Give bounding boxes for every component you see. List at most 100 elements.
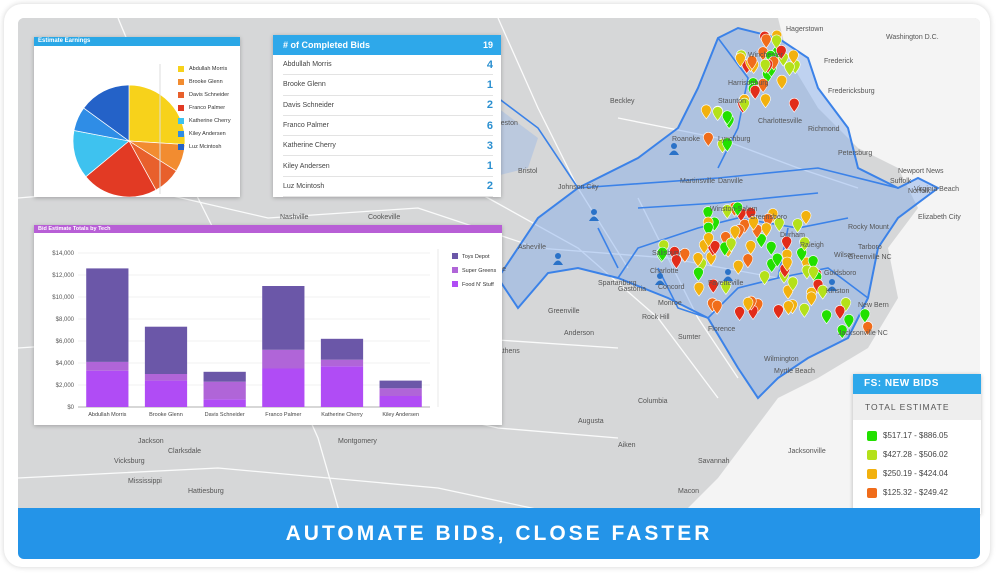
map-pin-icon[interactable] xyxy=(772,252,783,268)
map-pin-icon[interactable] xyxy=(787,276,799,292)
map-pin-icon[interactable] xyxy=(781,256,793,272)
technician-icon[interactable] xyxy=(655,273,665,285)
completed-bids-row[interactable]: Brooke Glenn 1 xyxy=(283,75,493,96)
map-pin-icon[interactable] xyxy=(761,222,772,238)
map-pin-icon[interactable] xyxy=(792,218,803,234)
map-pin-icon[interactable] xyxy=(739,97,750,113)
map-pin-icon[interactable] xyxy=(859,308,871,324)
map-pin-icon[interactable] xyxy=(783,300,794,316)
y-tick-label: $8,000 xyxy=(56,317,75,323)
map-pin-icon[interactable] xyxy=(703,132,714,147)
map-pin-icon[interactable] xyxy=(703,232,714,248)
map-pin-icon[interactable] xyxy=(788,97,800,113)
map-pin-icon[interactable] xyxy=(862,321,873,336)
completed-bids-row[interactable]: Luz Mcintosh 2 xyxy=(283,177,493,198)
fs-range-item[interactable]: $427.28 - $506.02 xyxy=(853,445,981,464)
bar-segment xyxy=(379,396,422,407)
map-pin-icon[interactable] xyxy=(709,240,721,256)
map-pin-icon[interactable] xyxy=(765,241,777,256)
map-pin-icon[interactable] xyxy=(679,248,691,263)
map-pin-icon[interactable] xyxy=(729,225,741,241)
bid-count: 1 xyxy=(486,160,493,173)
city-label: Salisbury xyxy=(652,250,681,257)
map-pin-icon[interactable] xyxy=(735,52,746,68)
city-label: Roanoke xyxy=(672,136,701,143)
map-pin-icon[interactable] xyxy=(721,137,733,153)
map-pin-icon[interactable] xyxy=(781,235,792,251)
bar-segment xyxy=(203,371,246,382)
svg-text:Food N' Stuff: Food N' Stuff xyxy=(462,282,494,288)
map-pin-icon[interactable] xyxy=(807,255,819,271)
map-pin-icon[interactable] xyxy=(843,314,855,329)
technician-icon[interactable] xyxy=(589,209,599,221)
map-pin-icon[interactable] xyxy=(725,237,737,253)
map-pin-icon[interactable] xyxy=(776,74,788,90)
map-pin-icon[interactable] xyxy=(749,85,761,100)
technician-icon[interactable] xyxy=(723,269,733,281)
map-pin-icon[interactable] xyxy=(742,253,754,269)
map-pin-icon[interactable] xyxy=(796,247,807,263)
legend-swatch xyxy=(178,79,184,85)
map-pin-icon[interactable] xyxy=(700,104,712,120)
map-pin-icon[interactable] xyxy=(773,217,785,233)
map-pin-icon[interactable] xyxy=(759,270,770,286)
map-pin-icon[interactable] xyxy=(692,252,704,268)
fs-range-item[interactable]: $125.32 - $249.42 xyxy=(853,483,981,502)
map-pin-icon[interactable] xyxy=(788,49,799,65)
map-pin-icon[interactable] xyxy=(800,210,812,226)
city-label: Winston-Salem xyxy=(710,206,758,213)
map-pin-icon[interactable] xyxy=(721,204,733,220)
map-pin-icon[interactable] xyxy=(732,259,744,275)
map-pin-icon[interactable] xyxy=(806,291,817,307)
map-pin-icon[interactable] xyxy=(808,265,819,281)
map-pin-icon[interactable] xyxy=(703,221,714,237)
technician-icon[interactable] xyxy=(669,143,679,155)
city-label: Jackson xyxy=(138,438,164,445)
y-tick-label: $0 xyxy=(67,405,74,411)
map-pin-icon[interactable] xyxy=(799,303,810,318)
map-pin-icon[interactable] xyxy=(836,324,848,340)
map-pin-icon[interactable] xyxy=(760,33,772,49)
map-pin-icon[interactable] xyxy=(784,61,795,77)
map-pin-icon[interactable] xyxy=(657,246,668,262)
map-pin-icon[interactable] xyxy=(748,215,759,231)
map-pin-icon[interactable] xyxy=(834,305,846,320)
map-pin-icon[interactable] xyxy=(782,284,794,300)
city-label: Winchester xyxy=(748,52,784,59)
map-pin-icon[interactable] xyxy=(693,266,704,282)
map-pin-icon[interactable] xyxy=(757,78,769,93)
map-pin-icon[interactable] xyxy=(671,254,682,270)
city-label: Sumter xyxy=(678,334,701,341)
map-pin-icon[interactable] xyxy=(734,306,745,321)
map-pin-icon[interactable] xyxy=(707,278,719,294)
completed-bids-row[interactable]: Kiley Andersen 1 xyxy=(283,156,493,177)
map-pin-icon[interactable] xyxy=(693,281,705,297)
map-pin-icon[interactable] xyxy=(771,34,782,50)
map-pin-icon[interactable] xyxy=(759,58,771,74)
completed-bids-row[interactable]: Katherine Cherry 3 xyxy=(283,136,493,157)
map-pin-icon[interactable] xyxy=(742,297,754,312)
map-pin-icon[interactable] xyxy=(712,106,723,122)
map-pin-icon[interactable] xyxy=(746,55,758,70)
completed-bids-row[interactable]: Abdullah Morris 4 xyxy=(283,55,493,76)
map-pin-icon[interactable] xyxy=(702,206,714,222)
map-pin-icon[interactable] xyxy=(756,233,767,249)
map-pin-icon[interactable] xyxy=(817,284,829,300)
fs-range-item[interactable]: $517.17 - $886.05 xyxy=(853,426,981,445)
map-pin-icon[interactable] xyxy=(732,201,743,217)
city-label: Charlotte xyxy=(650,268,679,275)
x-tick-label: Kiley Andersen xyxy=(382,412,419,418)
completed-bids-row[interactable]: Franco Palmer 6 xyxy=(283,116,493,137)
map-pin-icon[interactable] xyxy=(760,93,771,109)
fs-range-item[interactable]: $250.19 - $424.04 xyxy=(853,464,981,483)
map-pin-icon[interactable] xyxy=(775,45,787,60)
map-pin-icon[interactable] xyxy=(773,304,784,320)
map-pin-icon[interactable] xyxy=(745,240,757,255)
map-pin-icon[interactable] xyxy=(711,300,723,315)
map-pin-icon[interactable] xyxy=(821,309,832,325)
technician-icon[interactable] xyxy=(553,253,563,265)
map-pin-icon[interactable] xyxy=(721,110,733,126)
map-pin-icon[interactable] xyxy=(799,236,810,252)
technician-icon[interactable] xyxy=(827,279,837,291)
completed-bids-row[interactable]: Davis Schneider 2 xyxy=(283,96,493,116)
